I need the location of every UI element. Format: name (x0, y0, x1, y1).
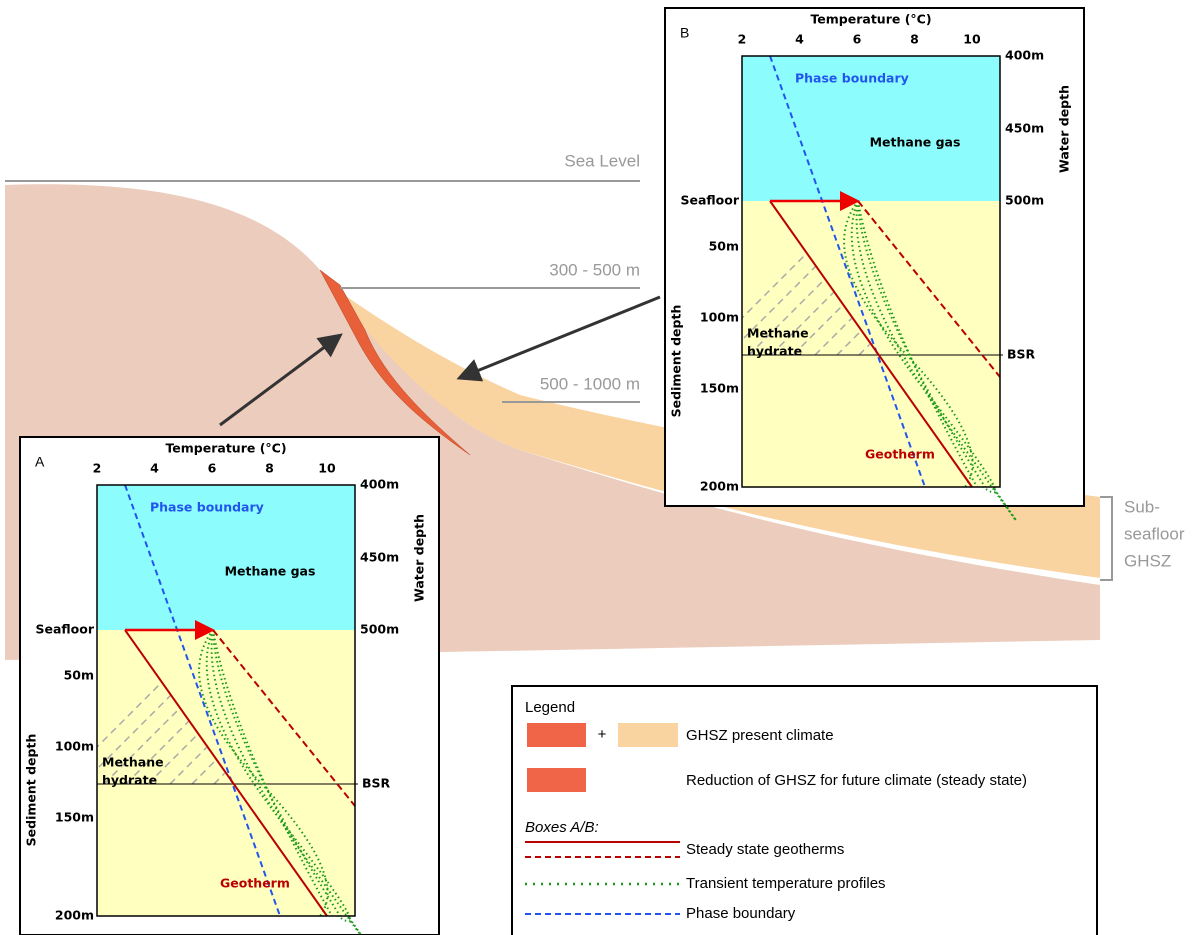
temperature-tick: 4 (795, 32, 804, 47)
water-depth-tick: 400m (360, 477, 399, 492)
depth-label: 300 - 500 m (549, 260, 640, 279)
sediment-depth-label: Sediment depth (669, 305, 684, 418)
diagram: Sea Level 300 - 500 m 500 - 1000 m Sub- … (0, 0, 1199, 935)
axis-title: Temperature (°C) (165, 441, 286, 456)
legend-text: Reduction of GHSZ for future climate (st… (686, 772, 1027, 789)
temperature-tick: 8 (910, 32, 919, 47)
temperature-tick: 2 (93, 461, 102, 476)
arrow (462, 297, 660, 377)
methane-hydrate-label: hydrate (102, 773, 157, 788)
legend-plus: + (598, 726, 607, 743)
panel: A Temperature (°C) 2 4 6 8 10 400m 450m 500m Water… (20, 437, 500, 935)
phase-boundary-label: Phase boundary (150, 500, 264, 515)
water-depth-tick: 450m (1005, 121, 1044, 136)
legend-text: Transient temperature profiles (686, 875, 886, 892)
sediment-depth-tick: 100m (55, 739, 94, 754)
sediment-depth-label: Sediment depth (24, 734, 39, 847)
panel-letter: A (35, 454, 45, 470)
geotherm-label: Geotherm (220, 876, 290, 891)
methane-gas-label: Methane gas (225, 564, 316, 579)
methane-hydrate-label: hydrate (747, 344, 802, 359)
temperature-tick: 10 (318, 461, 336, 476)
depth-label: 500 - 1000 m (540, 374, 640, 393)
methane-gas-label: Methane gas (870, 135, 961, 150)
water-depth-tick: 400m (1005, 48, 1044, 63)
temperature-tick: 6 (853, 32, 862, 47)
ghsz-label: seafloor (1124, 524, 1185, 543)
temperature-tick: 10 (963, 32, 981, 47)
panel-letter: B (680, 25, 689, 41)
legend: Legend + GHSZ present climate Reduction … (512, 686, 1097, 935)
water-depth-tick: 500m (360, 622, 399, 637)
swatch (618, 723, 678, 747)
sediment-depth-tick: 150m (700, 381, 739, 396)
methane-hydrate-label: Methane (102, 755, 164, 770)
axis-title: Temperature (°C) (810, 12, 931, 27)
temperature-tick: 4 (150, 461, 159, 476)
seafloor-label: Seafloor (35, 622, 94, 637)
page: Sea Level 300 - 500 m 500 - 1000 m Sub- … (0, 0, 1199, 935)
geotherm-label: Geotherm (865, 447, 935, 462)
swatch (527, 768, 586, 792)
legend-subtitle: Boxes A/B: (525, 819, 599, 836)
sediment-depth-tick: 100m (700, 310, 739, 325)
methane-hydrate-label: Methane (747, 326, 809, 341)
ghsz-bracket (1100, 497, 1112, 580)
phase-boundary-label: Phase boundary (795, 71, 909, 86)
bsr-label: BSR (362, 776, 391, 791)
water-depth-tick: 450m (360, 550, 399, 565)
sediment-depth-tick: 50m (709, 239, 739, 254)
temperature-tick: 8 (265, 461, 274, 476)
sediment-depth-tick: 150m (55, 810, 94, 825)
panel: B Temperature (°C) 2 4 6 8 10 400m 450m 500m Water… (665, 8, 1145, 520)
sea-level-label: Sea Level (564, 151, 640, 170)
sediment-depth-tick: 50m (64, 668, 94, 683)
water-depth-tick: 500m (1005, 193, 1044, 208)
bsr-label: BSR (1007, 347, 1036, 362)
sediment-depth-tick: 200m (700, 479, 739, 494)
water-depth-label: Water depth (1057, 85, 1072, 173)
temperature-tick: 6 (208, 461, 217, 476)
legend-text: Steady state geotherms (686, 841, 844, 858)
temperature-tick: 2 (738, 32, 747, 47)
legend-text: Phase boundary (686, 905, 796, 922)
ghsz-label: Sub- (1124, 497, 1160, 516)
legend-box (512, 686, 1097, 935)
ghsz-label: GHSZ (1124, 551, 1171, 570)
swatch (527, 723, 586, 747)
seafloor-label: Seafloor (680, 193, 739, 208)
legend-title: Legend (525, 699, 575, 716)
water-depth-label: Water depth (412, 514, 427, 602)
sediment-depth-tick: 200m (55, 908, 94, 923)
legend-text: GHSZ present climate (686, 727, 834, 744)
